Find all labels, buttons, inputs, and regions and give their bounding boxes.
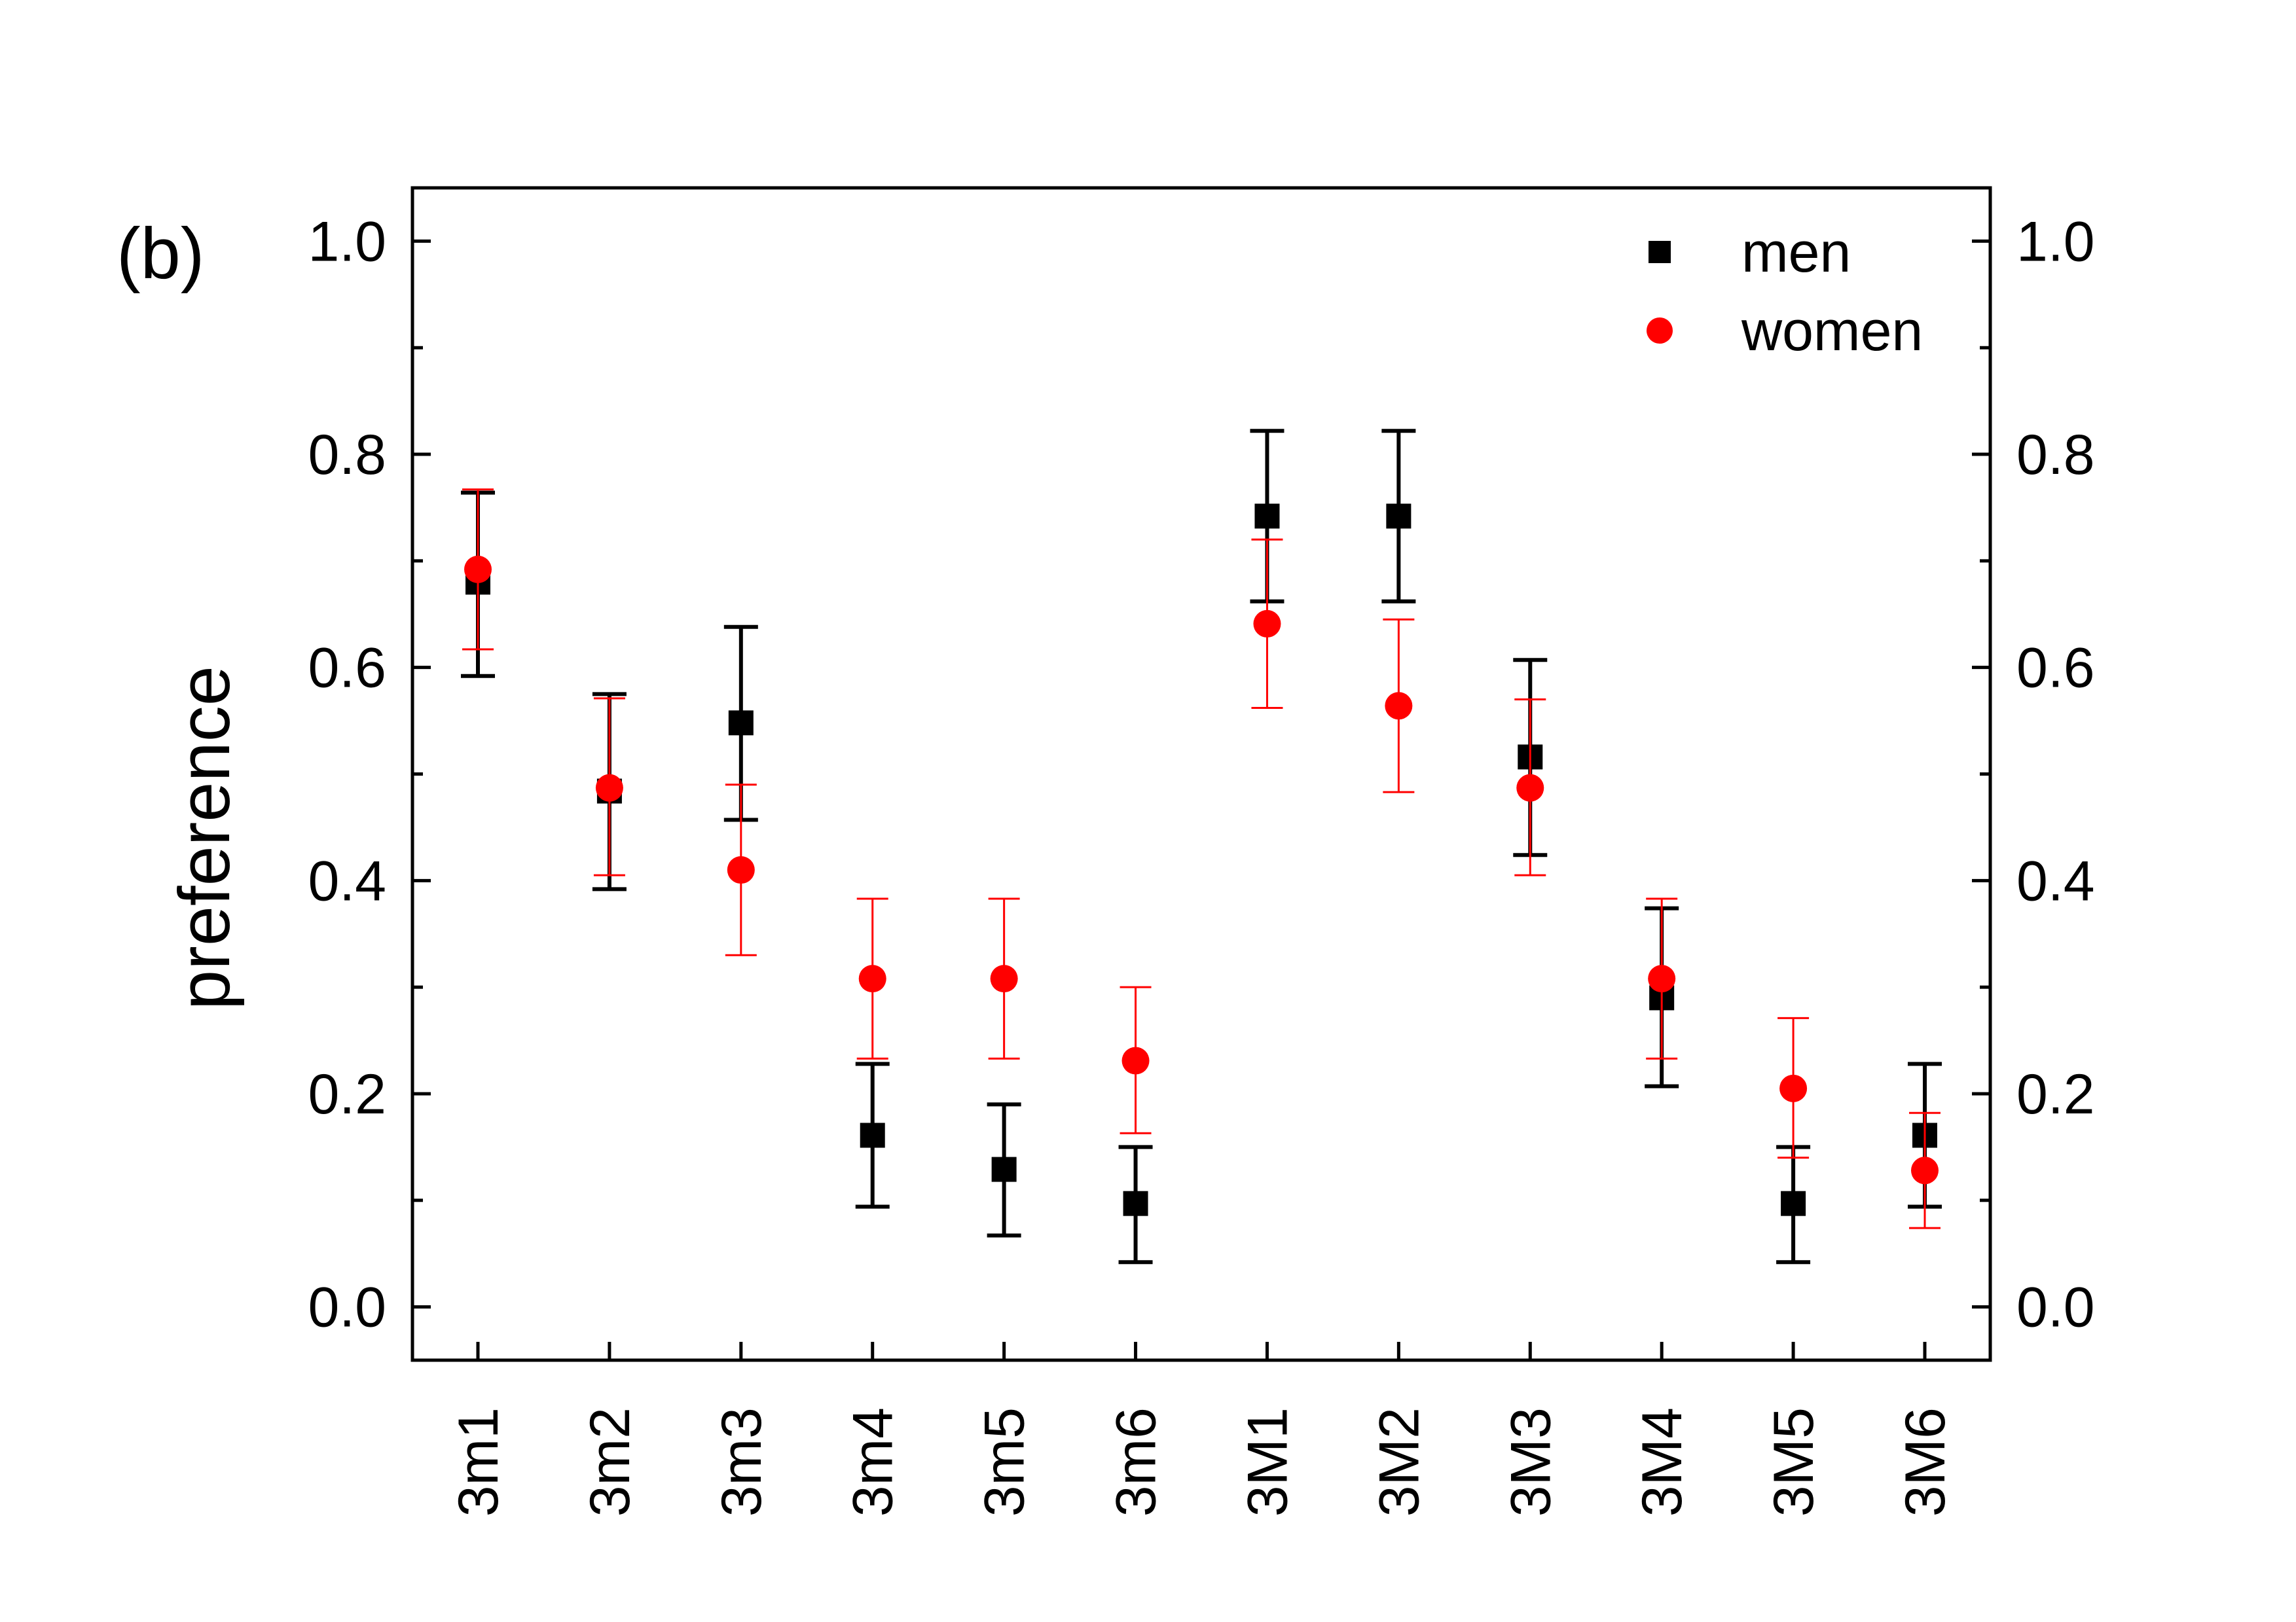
data-point-men — [1123, 1191, 1148, 1216]
x-tick-label: 3m6 — [1105, 1407, 1168, 1517]
data-point-men — [860, 1123, 885, 1148]
legend-marker-men — [1649, 241, 1671, 263]
x-tick-label: 3M1 — [1236, 1407, 1299, 1517]
y-tick-label-right: 1.0 — [2016, 210, 2095, 273]
data-point-women — [595, 774, 623, 802]
legend-label-men: men — [1741, 221, 1851, 284]
data-point-women — [464, 555, 492, 583]
data-point-women — [1385, 692, 1413, 720]
x-tick-label: 3m5 — [974, 1407, 1036, 1517]
x-tick-label: 3m4 — [842, 1407, 905, 1517]
data-point-women — [858, 965, 886, 993]
x-tick-label: 3M4 — [1631, 1407, 1694, 1517]
x-tick-label: 3M5 — [1762, 1407, 1825, 1517]
y-tick-label-right: 0.4 — [2016, 850, 2095, 912]
y-axis-label: preference — [164, 666, 245, 1010]
data-point-women — [1121, 1047, 1150, 1075]
y-tick-label-left: 1.0 — [308, 210, 386, 273]
data-point-men — [1254, 503, 1280, 529]
legend-marker-women — [1647, 317, 1673, 344]
y-tick-label-left: 0.2 — [308, 1063, 386, 1126]
y-tick-label-left: 0.0 — [308, 1276, 386, 1339]
data-point-women — [1648, 965, 1676, 993]
data-point-women — [1779, 1074, 1808, 1102]
x-tick-label: 3M6 — [1894, 1407, 1957, 1517]
y-tick-label-right: 0.8 — [2016, 424, 2095, 486]
data-point-women — [727, 856, 755, 884]
x-tick-label: 3m3 — [710, 1407, 773, 1517]
data-point-men — [991, 1157, 1017, 1182]
y-tick-label-left: 0.8 — [308, 424, 386, 486]
x-tick-label: 3M3 — [1499, 1407, 1562, 1517]
data-point-women — [1911, 1157, 1939, 1185]
x-tick-label: 3M2 — [1368, 1407, 1430, 1517]
data-point-women — [1253, 609, 1281, 638]
data-point-women — [1516, 774, 1544, 802]
x-tick-label: 3m2 — [579, 1407, 642, 1517]
x-tick-label: 3m1 — [447, 1407, 510, 1517]
y-tick-label-left: 0.6 — [308, 637, 386, 700]
plot-area: 0.0 0.0 0.2 0.2 0.4 0.4 0.6 0.6 0.8 0.8 1.0 1.0 3m1 3… — [308, 186, 2095, 1517]
legend-label-women: women — [1741, 300, 1923, 363]
panel-label: (b) — [117, 213, 204, 294]
data-point-men — [1386, 503, 1412, 529]
y-tick-label-right: 0.0 — [2016, 1276, 2095, 1339]
y-tick-label-right: 0.6 — [2016, 637, 2095, 700]
data-point-men — [728, 710, 754, 736]
data-point-men — [1781, 1191, 1806, 1216]
y-tick-label-left: 0.4 — [308, 850, 386, 912]
data-point-women — [990, 965, 1018, 993]
y-tick-label-right: 0.2 — [2016, 1063, 2095, 1126]
plot-frame — [410, 186, 1992, 1362]
